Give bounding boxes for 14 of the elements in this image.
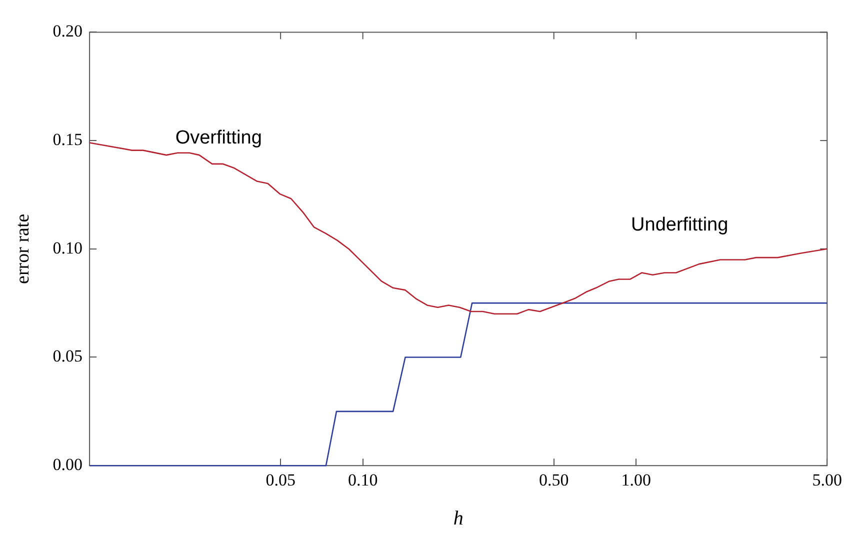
x-tick-label: 5.00 [812,470,842,490]
annotation: Overfitting [175,128,262,149]
y-tick-label: 0.20 [52,22,83,41]
x-tick-label: 0.50 [538,470,569,490]
y-axis-title: error rate [12,214,34,284]
y-tick-label: 0.10 [52,238,83,258]
x-axis-title: h [453,507,464,530]
y-tick-label: 0.05 [52,346,83,366]
annotation: Underfitting [631,214,728,236]
y-tick-label: 0.15 [52,130,83,150]
x-tick-label: 1.00 [621,470,651,490]
y-tick-label: 0.00 [52,455,83,474]
x-tick-label: 0.05 [266,470,296,490]
x-tick-label: 0.10 [348,470,378,490]
